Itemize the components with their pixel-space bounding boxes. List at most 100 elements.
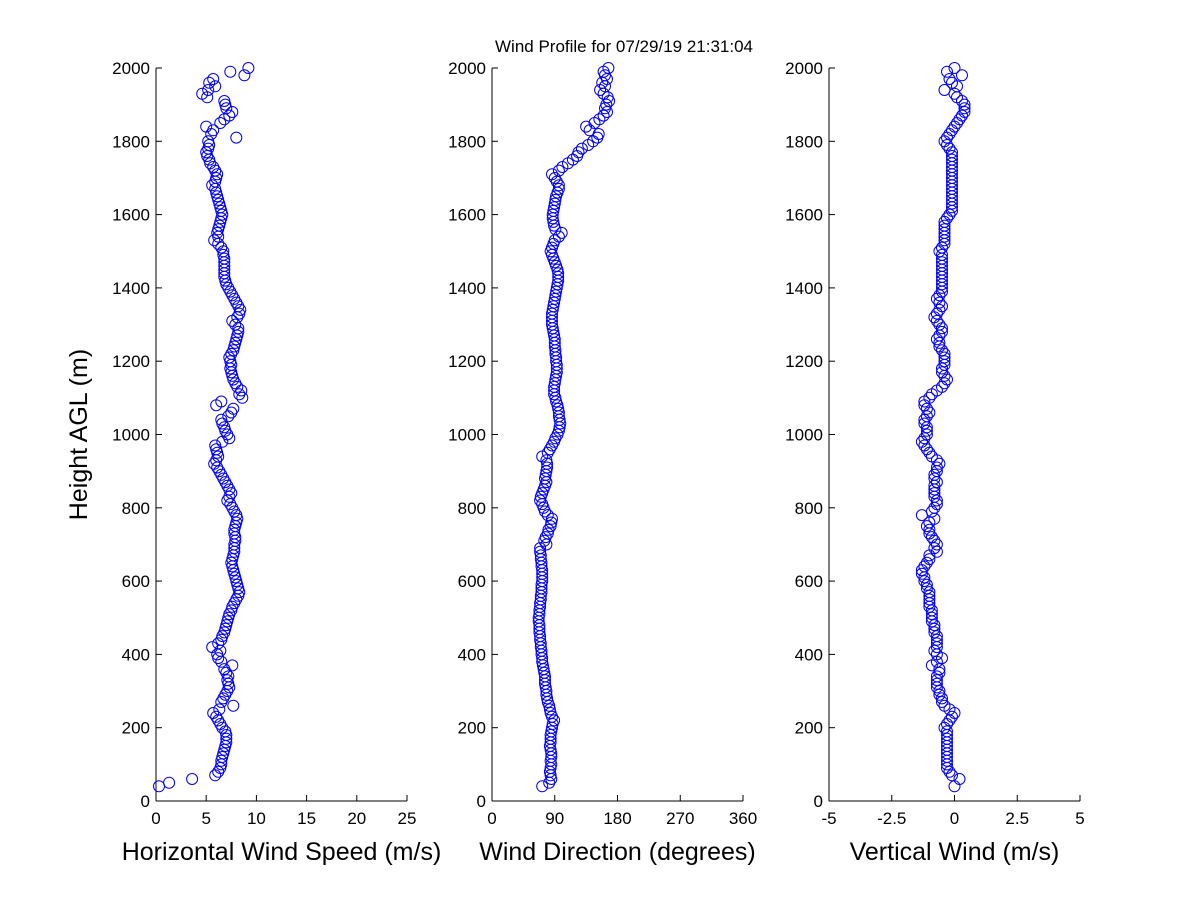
data-point (930, 670, 943, 683)
data-point (956, 69, 968, 82)
data-point (923, 593, 936, 606)
y-tick-label: 2000 (785, 59, 823, 78)
data-point (925, 611, 938, 624)
y-tick-label: 1600 (448, 206, 486, 225)
data-point (207, 73, 220, 85)
data-point (941, 718, 953, 730)
data-point (534, 542, 547, 555)
data-point (928, 468, 941, 481)
data-point (933, 336, 946, 349)
data-point (948, 62, 961, 74)
data-point (936, 241, 948, 254)
data-point (214, 215, 227, 228)
data-point (938, 721, 951, 734)
data-point (212, 652, 225, 665)
data-point (925, 531, 938, 544)
data-point (552, 230, 565, 243)
data-point (214, 201, 227, 214)
data-point (596, 76, 609, 89)
data-point (928, 472, 941, 485)
x-tick-label: -2.5 (877, 809, 906, 828)
data-point (941, 212, 953, 225)
data-point (928, 311, 941, 324)
data-point (941, 373, 953, 386)
data-point (216, 435, 229, 448)
data-point (943, 73, 956, 85)
data-point (218, 95, 231, 107)
y-tick-label: 1000 (785, 426, 823, 445)
data-point (933, 666, 946, 679)
data-point (217, 747, 230, 760)
y-tick-label: 1800 (785, 132, 823, 151)
data-point (229, 571, 242, 584)
data-point (943, 765, 956, 778)
data-point (202, 84, 215, 96)
data-point (930, 633, 943, 646)
data-point (211, 190, 224, 203)
data-point (231, 512, 244, 525)
data-point (206, 179, 219, 192)
data-point (153, 780, 165, 793)
data-point (941, 131, 953, 144)
data-point (933, 318, 946, 331)
data-point (215, 633, 228, 646)
data-point (552, 406, 565, 419)
data-point (925, 505, 938, 518)
data-point (196, 87, 209, 100)
y-tick-label: 2000 (112, 59, 150, 78)
data-point (933, 329, 946, 342)
data-point (923, 406, 936, 419)
y-tick-label: 1000 (112, 426, 150, 445)
data-point (222, 410, 235, 423)
data-point (207, 161, 220, 173)
data-point (580, 120, 593, 133)
data-point (548, 197, 561, 210)
data-point (599, 80, 611, 93)
data-point (923, 391, 936, 404)
data-point (204, 157, 217, 170)
data-point (220, 619, 233, 632)
data-point (546, 168, 558, 181)
data-point (225, 604, 238, 617)
x-tick-label: 20 (347, 809, 366, 828)
data-point (938, 135, 951, 148)
data-point (597, 109, 610, 122)
data-point (953, 773, 966, 785)
data-point (936, 696, 948, 708)
data-point (928, 619, 941, 632)
data-point (541, 446, 554, 459)
y-tick-label: 1400 (112, 279, 150, 298)
y-tick-label: 200 (458, 719, 486, 738)
data-point (928, 501, 941, 514)
y-tick-label: 1800 (448, 132, 486, 151)
data-point (920, 578, 933, 591)
data-point (213, 197, 226, 210)
data-point (186, 773, 199, 785)
y-tick-label: 1200 (785, 352, 823, 371)
data-point (602, 62, 615, 74)
data-point (943, 714, 956, 727)
data-point (215, 413, 228, 426)
data-point (930, 545, 943, 558)
data-point (943, 128, 956, 140)
data-point (222, 611, 235, 624)
data-point (575, 142, 588, 155)
data-point (211, 226, 224, 239)
data-point (918, 432, 931, 445)
y-tick-label: 0 (814, 792, 823, 811)
data-point (226, 106, 239, 118)
data-point (544, 707, 557, 719)
data-point (928, 626, 941, 639)
data-point (923, 523, 936, 536)
data-point (541, 527, 554, 540)
data-point (207, 707, 220, 719)
data-point (228, 340, 241, 353)
data-point (920, 520, 933, 533)
data-point (203, 76, 216, 89)
data-point (219, 622, 232, 635)
y-tick-label: 1000 (448, 426, 486, 445)
data-point (545, 725, 558, 738)
data-point (543, 703, 556, 716)
data-point (930, 630, 943, 643)
